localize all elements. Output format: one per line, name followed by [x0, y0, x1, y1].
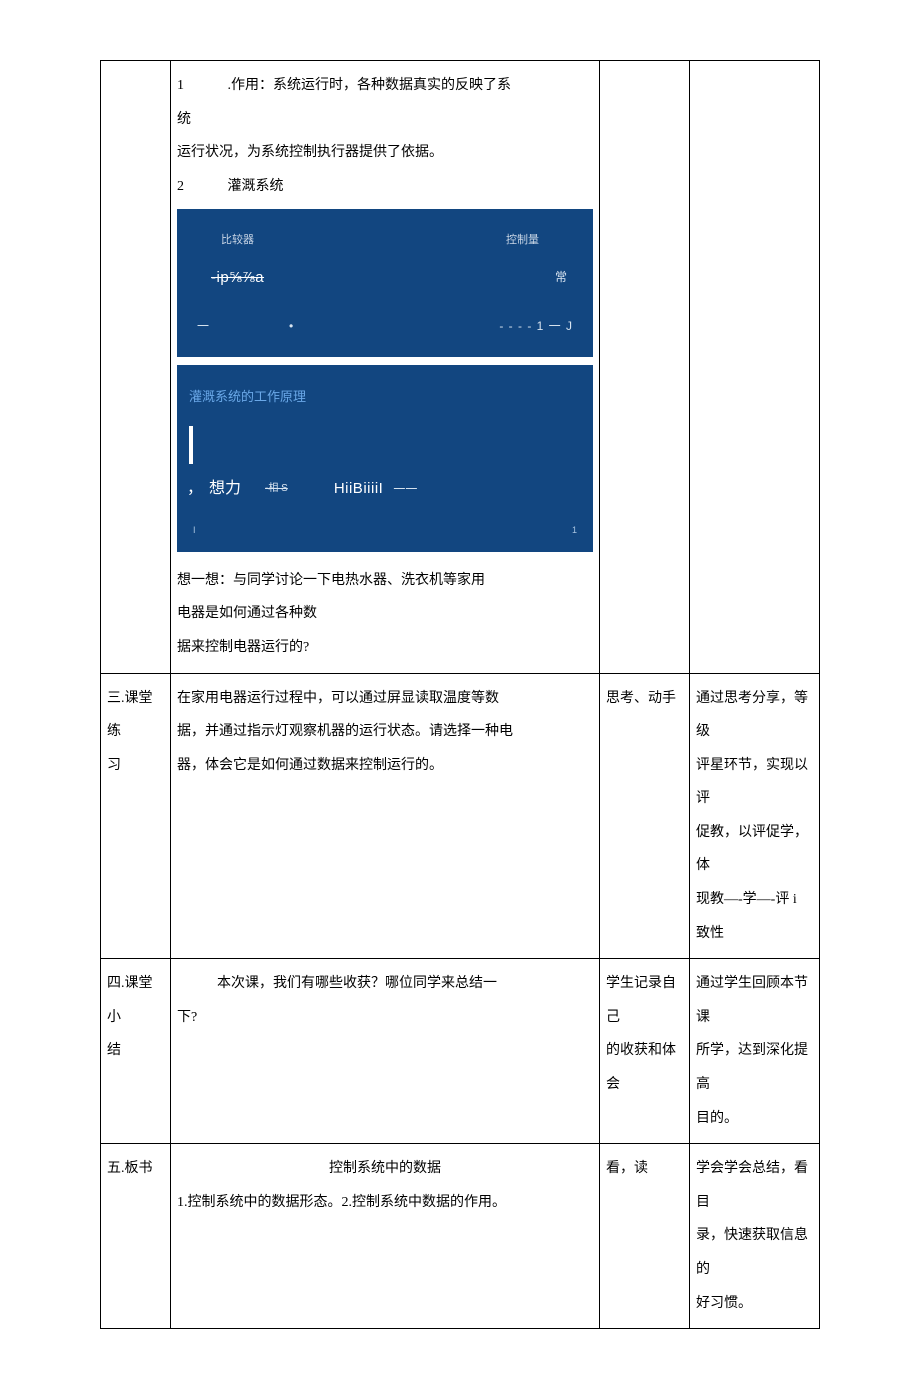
think-line: 想一想：与同学讨论一下电热水器、洗衣机等家用 — [177, 564, 593, 598]
board-body: 1.控制系统中的数据形态。2.控制系统中数据的作用。 — [177, 1186, 593, 1220]
section-num: 五.板书 — [107, 1152, 164, 1186]
cell-content: 本次课，我们有哪些收获？哪位同学来总结一 下? — [171, 959, 600, 1144]
xiangli-label: 想力 — [209, 470, 241, 508]
text-line: 致性 — [696, 917, 813, 951]
comma-glyph: ， — [187, 470, 203, 508]
cell-student-activity: 学生记录自己 的收获和体会 — [600, 959, 690, 1144]
table-row: 三.课堂练 习 在家用电器运行过程中，可以通过屏显读取温度等数 据，并通过指示灯… — [101, 673, 820, 959]
table-row: 1 .作用：系统运行时，各种数据真实的反映了系 统 运行状况，为系统控制执行器提… — [101, 61, 820, 674]
text-line: 好习惯。 — [696, 1287, 813, 1321]
yiy-label: 一一 — [393, 475, 417, 504]
board-title: 控制系统中的数据 — [177, 1152, 593, 1186]
cell-content: 在家用电器运行过程中，可以通过屏显读取温度等数 据，并通过指示灯观察机器的运行状… — [171, 673, 600, 959]
text-line: 通过学生回顾本节课 — [696, 967, 813, 1034]
text-line: 在家用电器运行过程中，可以通过屏显读取温度等数 — [177, 682, 593, 716]
cell-section-label: 四.课堂小 结 — [101, 959, 171, 1144]
think-line: 电器是如何通过各种数 — [177, 597, 593, 631]
num-label: 1 — [177, 78, 184, 93]
num-label: 2 — [177, 179, 184, 194]
text-line: 1 .作用：系统运行时，各种数据真实的反映了系 — [177, 69, 593, 103]
diagram-divider-bar — [189, 426, 193, 464]
dot-glyph: • — [289, 312, 293, 341]
text-content: .作用：系统运行时，各种数据真实的反映了系 — [188, 69, 512, 103]
diagram-irrigation: 灌溉系统的工作原理 ， 想力 -相 S HiiBiiiiI 一一 I 1 — [177, 365, 593, 552]
chang-label: 常 — [555, 263, 567, 292]
text-line: 目的。 — [696, 1102, 813, 1136]
text-line: 通过思考分享，等级 — [696, 682, 813, 749]
section-num: 习 — [107, 749, 164, 783]
text-line: 的收获和体会 — [606, 1034, 683, 1101]
cell-design-intent: 通过思考分享，等级 评星环节，实现以评 促教，以评促学，体 现教—-学—-评 i… — [690, 673, 820, 959]
text-line: 器，体会它是如何通过数据来控制运行的。 — [177, 749, 593, 783]
text-line: 所学，达到深化提高 — [696, 1034, 813, 1101]
diagram-mid-row: -ip⅝⅞a 常 — [191, 260, 579, 306]
text-line: 思考、动手 — [606, 682, 683, 716]
text-content: 灌溉系统 — [188, 170, 284, 204]
text-line: 2 灌溉系统 — [177, 170, 593, 204]
text-line: 下? — [177, 1001, 593, 1035]
cell-section-label — [101, 61, 171, 674]
xiangs-label: -相 S — [265, 477, 288, 501]
text-line: 看，读 — [606, 1152, 683, 1186]
think-line: 据来控制电器运行的? — [177, 631, 593, 665]
text-line: 学生记录自己 — [606, 967, 683, 1034]
control-label: 控制量 — [506, 227, 539, 253]
text-line: 本次课，我们有哪些收获？哪位同学来总结一 — [177, 967, 593, 1001]
hiib-label: HiiBiiiiI — [334, 471, 384, 507]
dash-glyph: 一 — [197, 312, 209, 341]
text-content: 本次课，我们有哪些收获？哪位同学来总结一 — [177, 967, 497, 1001]
section-num: 结 — [107, 1034, 164, 1068]
section-num: 四.课堂小 — [107, 967, 164, 1034]
comparator-label: 比较器 — [221, 227, 254, 253]
lesson-plan-table: 1 .作用：系统运行时，各种数据真实的反映了系 统 运行状况，为系统控制执行器提… — [100, 60, 820, 1329]
cell-section-label: 三.课堂练 习 — [101, 673, 171, 959]
bot-left: I — [193, 520, 196, 542]
diagram-labels-row: 比较器 控制量 — [191, 227, 579, 259]
dashes-end: - - - - 1 一 J — [499, 312, 573, 341]
text-line: 促教，以评促学，体 — [696, 816, 813, 883]
text-line: 据，并通过指示灯观察机器的运行状态。请选择一种电 — [177, 715, 593, 749]
bot-right: 1 — [572, 520, 577, 542]
text-line: 统 — [177, 103, 593, 137]
cell-student-activity — [600, 61, 690, 674]
cell-student-activity: 思考、动手 — [600, 673, 690, 959]
diagram-bottom-row: I 1 — [187, 510, 583, 542]
diagram-bottom-row: 一 • - - - - 1 一 J — [191, 306, 579, 343]
diagram-comparator: 比较器 控制量 -ip⅝⅞a 常 一 • - - - - 1 一 J — [177, 209, 593, 356]
diagram-mid-row: ， 想力 -相 S HiiBiiiiI 一一 — [187, 464, 583, 510]
section-num: 三.课堂练 — [107, 682, 164, 749]
cell-content: 1 .作用：系统运行时，各种数据真实的反映了系 统 运行状况，为系统控制执行器提… — [171, 61, 600, 674]
special-text: -ip⅝⅞a — [211, 260, 264, 296]
diagram-title: 灌溉系统的工作原理 — [187, 377, 583, 426]
text-line: 录，快速获取信息的 — [696, 1219, 813, 1286]
text-line: 现教—-学—-评 i — [696, 883, 813, 917]
table-row: 四.课堂小 结 本次课，我们有哪些收获？哪位同学来总结一 下? 学生记录自己 的… — [101, 959, 820, 1144]
text-line: 评星环节，实现以评 — [696, 749, 813, 816]
text-line: 运行状况，为系统控制执行器提供了依据。 — [177, 136, 593, 170]
cell-design-intent: 通过学生回顾本节课 所学，达到深化提高 目的。 — [690, 959, 820, 1144]
text-line: 学会学会总结，看目 — [696, 1152, 813, 1219]
cell-design-intent — [690, 61, 820, 674]
